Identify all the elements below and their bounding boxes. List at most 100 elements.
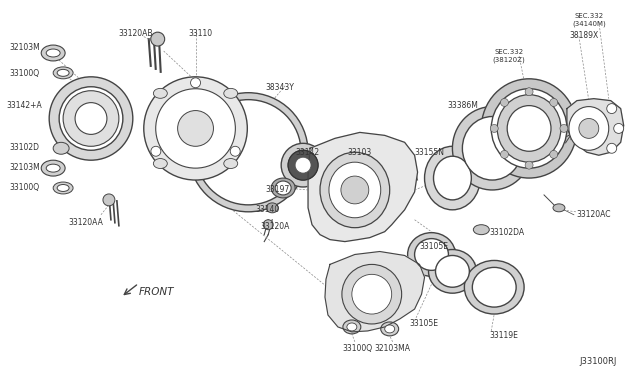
Ellipse shape	[156, 89, 236, 168]
Polygon shape	[325, 251, 424, 332]
Ellipse shape	[224, 158, 237, 169]
Ellipse shape	[151, 146, 161, 156]
Ellipse shape	[154, 89, 167, 98]
Ellipse shape	[295, 157, 311, 173]
Text: 33140: 33140	[255, 205, 280, 214]
Ellipse shape	[352, 274, 392, 314]
Ellipse shape	[329, 162, 381, 218]
Ellipse shape	[144, 77, 247, 180]
Ellipse shape	[46, 164, 60, 172]
Ellipse shape	[288, 150, 318, 180]
Ellipse shape	[271, 178, 295, 198]
Text: 32103M: 32103M	[10, 163, 40, 172]
Polygon shape	[567, 99, 623, 155]
Ellipse shape	[435, 256, 469, 287]
Text: 33120A: 33120A	[260, 222, 290, 231]
Ellipse shape	[103, 194, 115, 206]
Ellipse shape	[553, 204, 565, 212]
Ellipse shape	[154, 158, 167, 169]
Ellipse shape	[415, 238, 449, 270]
Ellipse shape	[579, 119, 599, 138]
Ellipse shape	[550, 150, 557, 158]
Polygon shape	[308, 132, 417, 241]
Ellipse shape	[525, 88, 533, 96]
Ellipse shape	[490, 125, 498, 132]
Ellipse shape	[263, 220, 273, 230]
Ellipse shape	[465, 260, 524, 314]
Text: 33119E: 33119E	[489, 331, 518, 340]
Text: SEC.332
(34140M): SEC.332 (34140M)	[572, 13, 605, 27]
Ellipse shape	[53, 182, 73, 194]
Text: FRONT: FRONT	[139, 287, 174, 297]
Ellipse shape	[424, 146, 480, 210]
Ellipse shape	[63, 91, 119, 146]
Ellipse shape	[474, 225, 489, 235]
Text: 33197: 33197	[265, 185, 289, 194]
Ellipse shape	[607, 104, 617, 113]
Text: J33100RJ: J33100RJ	[579, 357, 617, 366]
Text: 33105E: 33105E	[410, 319, 438, 328]
Ellipse shape	[53, 142, 69, 154]
Ellipse shape	[497, 95, 561, 162]
Ellipse shape	[75, 103, 107, 134]
Text: 32103MA: 32103MA	[374, 344, 411, 353]
Text: 33386M: 33386M	[447, 101, 478, 110]
Ellipse shape	[560, 125, 568, 132]
Ellipse shape	[462, 116, 522, 180]
Ellipse shape	[320, 152, 390, 228]
Ellipse shape	[408, 232, 456, 276]
Ellipse shape	[275, 181, 291, 195]
Ellipse shape	[288, 150, 318, 180]
Ellipse shape	[347, 323, 357, 331]
Ellipse shape	[607, 143, 617, 153]
Text: 33102D: 33102D	[10, 143, 39, 152]
Ellipse shape	[452, 107, 532, 190]
Ellipse shape	[151, 32, 164, 46]
Ellipse shape	[57, 69, 69, 76]
Ellipse shape	[481, 79, 577, 178]
Ellipse shape	[569, 107, 609, 150]
Ellipse shape	[57, 185, 69, 192]
Text: 33100Q: 33100Q	[10, 69, 40, 78]
Text: 33103: 33103	[348, 148, 372, 157]
Ellipse shape	[385, 325, 395, 333]
Text: 33100Q: 33100Q	[10, 183, 40, 192]
Ellipse shape	[492, 89, 567, 168]
Ellipse shape	[281, 143, 325, 187]
Ellipse shape	[429, 250, 476, 293]
Text: 33102DA: 33102DA	[489, 228, 524, 237]
Ellipse shape	[49, 77, 133, 160]
Ellipse shape	[342, 264, 402, 324]
Text: 33142: 33142	[295, 148, 319, 157]
Text: 38343Y: 38343Y	[265, 83, 294, 92]
Ellipse shape	[507, 106, 551, 151]
Text: 33120AB: 33120AB	[118, 29, 153, 38]
Text: 33110: 33110	[188, 29, 212, 38]
Ellipse shape	[191, 78, 200, 88]
Text: 33120AC: 33120AC	[577, 210, 611, 219]
Ellipse shape	[41, 45, 65, 61]
Ellipse shape	[178, 110, 214, 146]
Text: SEC.332
(38120Z): SEC.332 (38120Z)	[493, 49, 525, 62]
Ellipse shape	[472, 267, 516, 307]
Ellipse shape	[189, 93, 308, 212]
Ellipse shape	[266, 203, 278, 213]
Text: 32103M: 32103M	[10, 43, 40, 52]
Ellipse shape	[433, 156, 471, 200]
Ellipse shape	[614, 124, 623, 134]
Text: 33155N: 33155N	[415, 148, 445, 157]
Ellipse shape	[230, 146, 240, 156]
Ellipse shape	[41, 160, 65, 176]
Ellipse shape	[46, 49, 60, 57]
Ellipse shape	[196, 100, 301, 205]
Ellipse shape	[381, 322, 399, 336]
Ellipse shape	[525, 161, 533, 169]
Text: 33105E: 33105E	[420, 241, 449, 251]
Ellipse shape	[341, 176, 369, 204]
Ellipse shape	[500, 150, 508, 158]
Text: 33142+A: 33142+A	[6, 101, 42, 110]
Text: 38189X: 38189X	[569, 31, 598, 40]
Ellipse shape	[53, 67, 73, 79]
Ellipse shape	[500, 99, 508, 106]
Text: 33120AA: 33120AA	[68, 218, 104, 227]
